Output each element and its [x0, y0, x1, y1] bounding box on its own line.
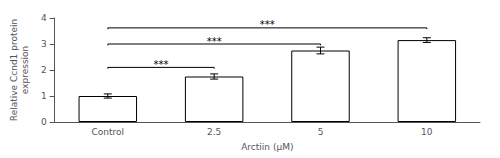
svg-text:***: ***: [153, 59, 168, 70]
svg-text:***: ***: [260, 19, 275, 30]
svg-text:Relative Ccnd1 protein: Relative Ccnd1 protein: [9, 19, 19, 121]
svg-text:3: 3: [41, 39, 47, 49]
svg-text:5: 5: [318, 127, 324, 137]
svg-text:***: ***: [207, 36, 222, 47]
svg-text:1: 1: [41, 91, 47, 101]
svg-text:2: 2: [41, 65, 47, 75]
svg-text:Control: Control: [92, 127, 125, 137]
svg-text:4: 4: [41, 13, 47, 23]
svg-text:Arctiin (μM): Arctiin (μM): [241, 142, 293, 152]
svg-text:10: 10: [421, 127, 433, 137]
svg-text:0: 0: [41, 117, 47, 127]
svg-text:2.5: 2.5: [207, 127, 221, 137]
svg-text:expression: expression: [20, 46, 30, 95]
